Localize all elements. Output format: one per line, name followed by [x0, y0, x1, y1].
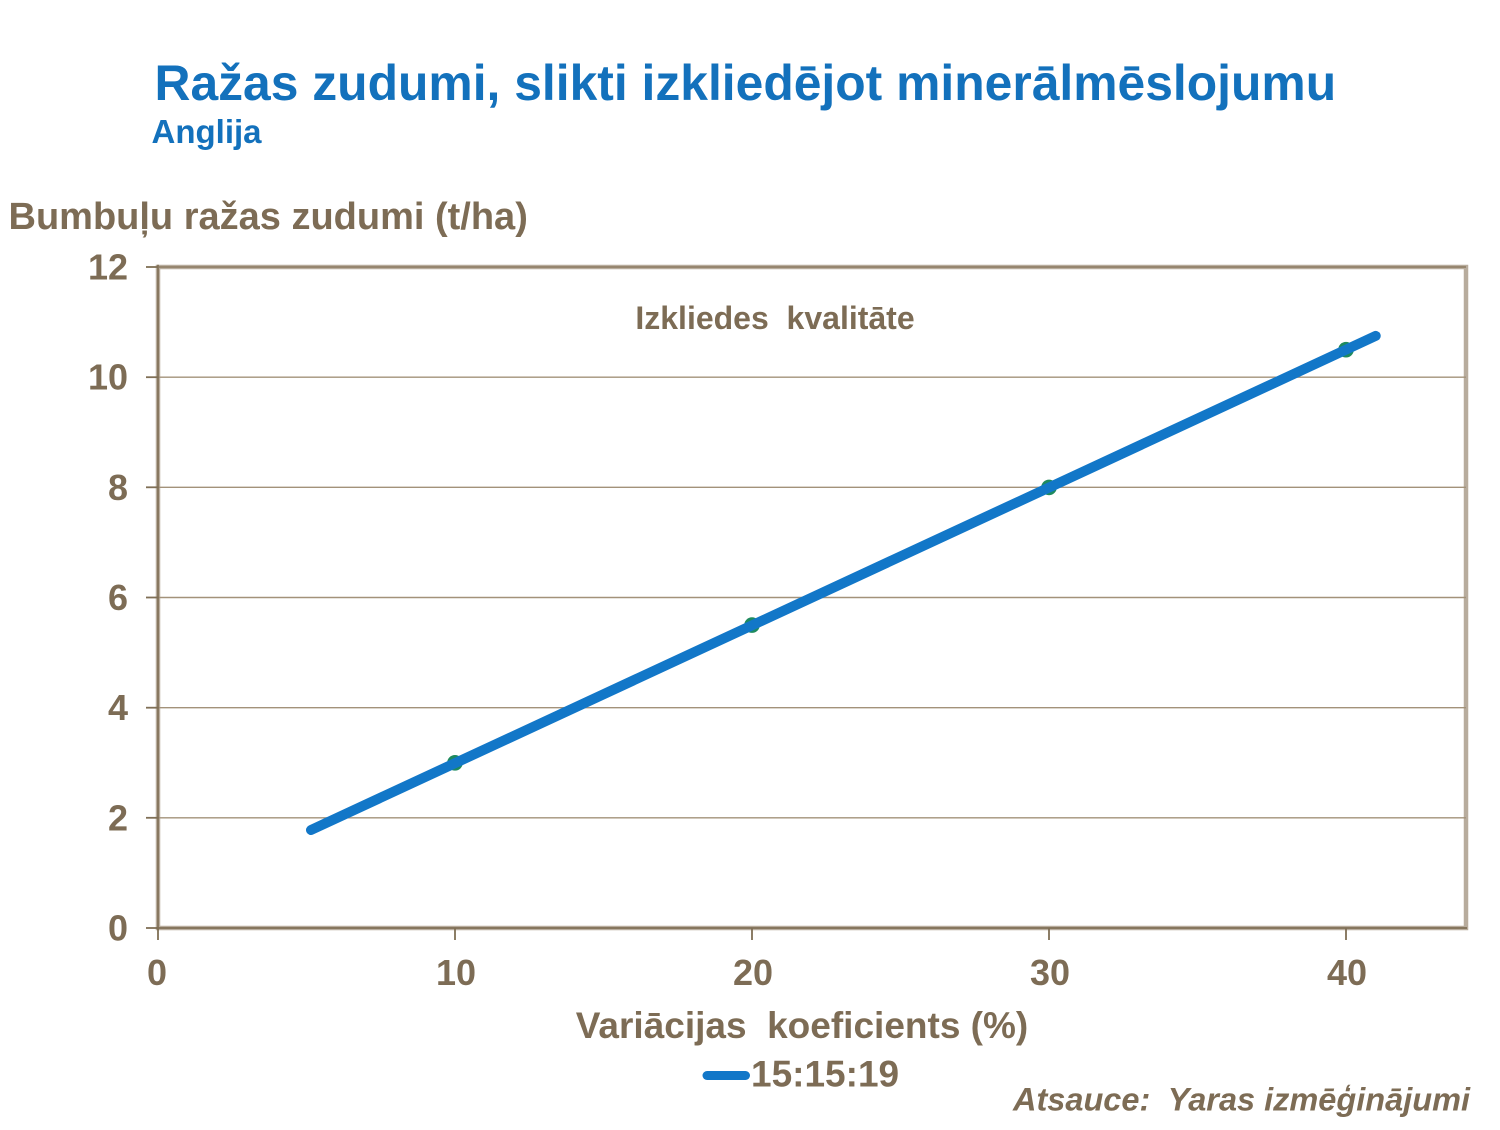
svg-text:0: 0: [108, 908, 128, 949]
svg-text:Ražas zudumi, slikti izkliedēj: Ražas zudumi, slikti izkliedējot minerāl…: [155, 55, 1337, 111]
svg-text:Izkliedes kvalitāte: Izkliedes kvalitāte: [635, 300, 914, 336]
svg-text:12: 12: [88, 247, 128, 288]
svg-text:40: 40: [1327, 952, 1367, 993]
svg-text:Atsauce: Yaras izmēģinājumi: Atsauce: Yaras izmēģinājumi: [1012, 1082, 1471, 1118]
svg-text:8: 8: [108, 467, 128, 508]
svg-text:0: 0: [147, 952, 167, 993]
svg-text:4: 4: [108, 687, 128, 728]
svg-text:Variācijas koeficients (%): Variācijas koeficients (%): [576, 1005, 1028, 1046]
svg-text:10: 10: [88, 357, 128, 398]
svg-text:20: 20: [733, 952, 773, 993]
svg-text:Anglija: Anglija: [152, 113, 263, 150]
svg-text:2: 2: [108, 797, 128, 838]
svg-text:6: 6: [108, 577, 128, 618]
svg-text:30: 30: [1030, 952, 1070, 993]
svg-text:15:15:19: 15:15:19: [751, 1054, 899, 1095]
svg-text:Bumbuļu ražas zudumi (t/ha): Bumbuļu ražas zudumi (t/ha): [9, 196, 528, 238]
svg-text:10: 10: [436, 952, 476, 993]
